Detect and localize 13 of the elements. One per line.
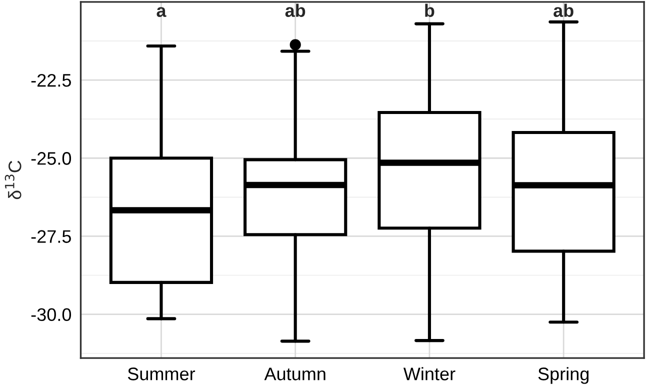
- y-tick-label: -30.0: [31, 308, 72, 322]
- annotation: a: [156, 7, 166, 17]
- annotation: b: [425, 4, 434, 17]
- y-tick-label: -22.5: [31, 74, 71, 87]
- y-tick-label: -27.5: [31, 230, 71, 243]
- annotation: ab: [554, 4, 574, 17]
- x-tick-label: Autumn: [264, 368, 326, 380]
- x-tick-label: Summer: [128, 368, 196, 380]
- annotation: ab: [285, 4, 306, 17]
- y-axis-title: δ$^{13}$C: [4, 160, 22, 200]
- x-tick-label: Spring: [538, 367, 589, 384]
- y-tick-label: -25.0: [31, 152, 72, 165]
- x-tick-label: Winter: [403, 367, 456, 380]
